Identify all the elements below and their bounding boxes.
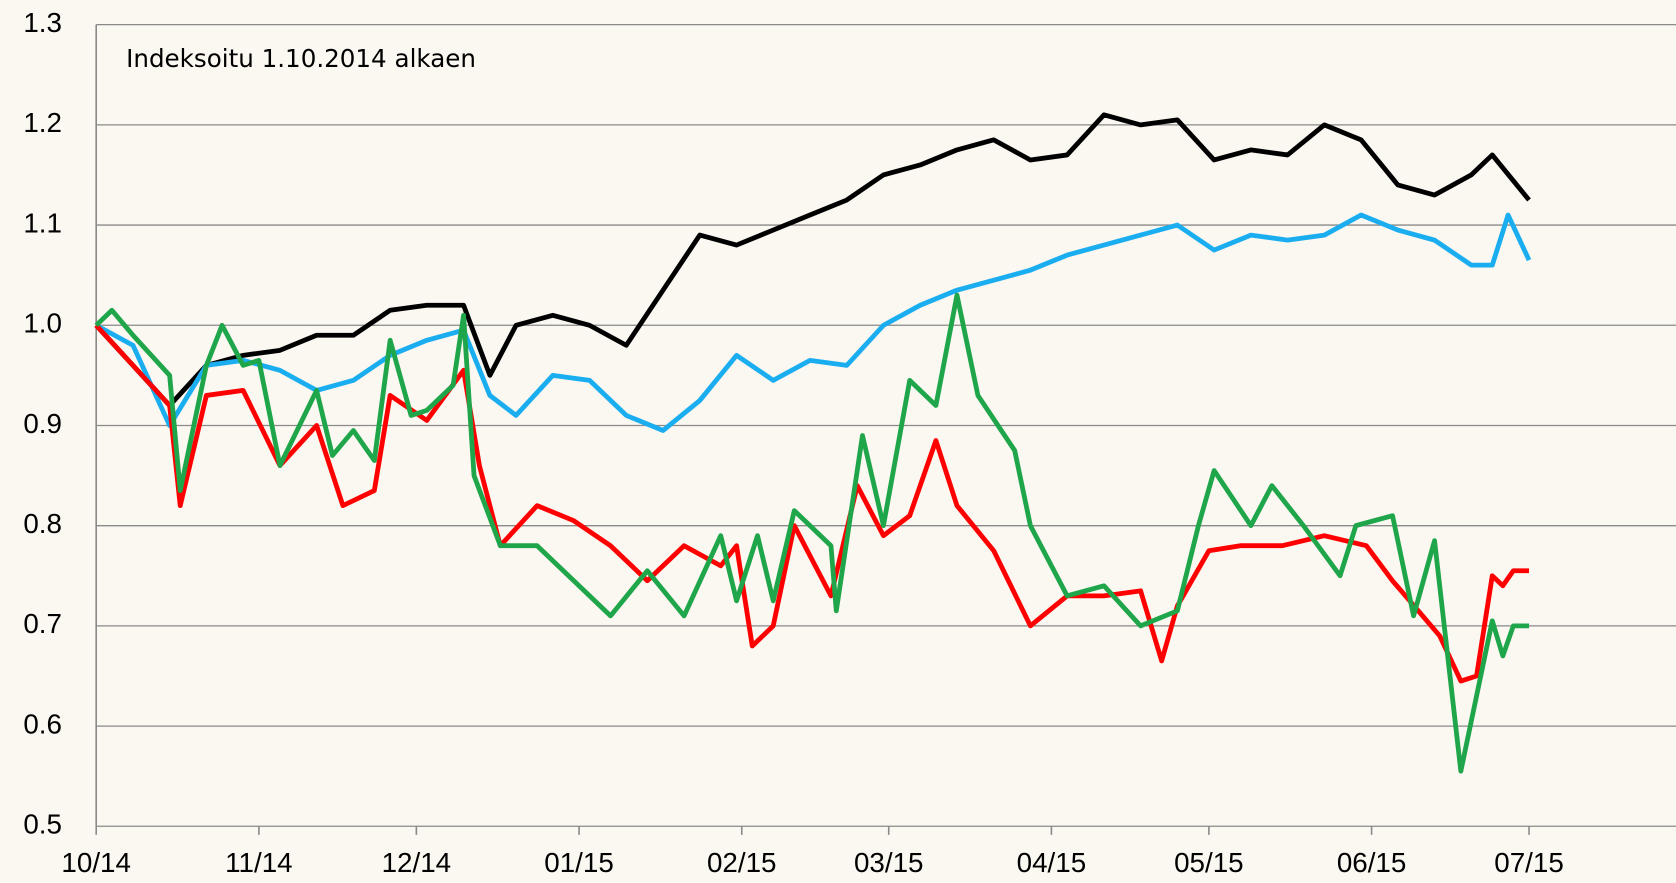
- series-line: [94, 292, 1530, 774]
- series-line: [95, 212, 1532, 433]
- x-tick-label: 06/15: [1337, 847, 1407, 878]
- x-tick-label: 02/15: [707, 847, 777, 878]
- y-tick-label: 1.1: [23, 207, 62, 238]
- y-tick-label: 0.8: [23, 508, 62, 539]
- x-tick-label: 07/15: [1494, 847, 1564, 878]
- y-tick-label: 0.5: [23, 809, 62, 840]
- x-tick-label: 10/14: [61, 847, 131, 878]
- x-tick-label: 11/14: [225, 847, 292, 878]
- annotation: Indeksoitu 1.10.2014 alkaen: [126, 44, 476, 73]
- y-tick-label: 0.9: [23, 408, 62, 439]
- y-tick-label: 1.2: [23, 107, 62, 138]
- x-tick-label: 05/15: [1174, 847, 1244, 878]
- x-tick-label: 04/15: [1017, 847, 1087, 878]
- x-tick-label: 12/14: [382, 847, 452, 878]
- y-tick-label: 1.3: [23, 7, 62, 38]
- y-tick-label: 1.0: [23, 308, 62, 339]
- y-tick-label: 0.6: [23, 708, 62, 739]
- x-tick-label: 03/15: [854, 847, 924, 878]
- x-tick-label: 01/15: [544, 847, 614, 878]
- y-tick-label: 0.7: [23, 608, 62, 639]
- series-line: [94, 112, 1531, 408]
